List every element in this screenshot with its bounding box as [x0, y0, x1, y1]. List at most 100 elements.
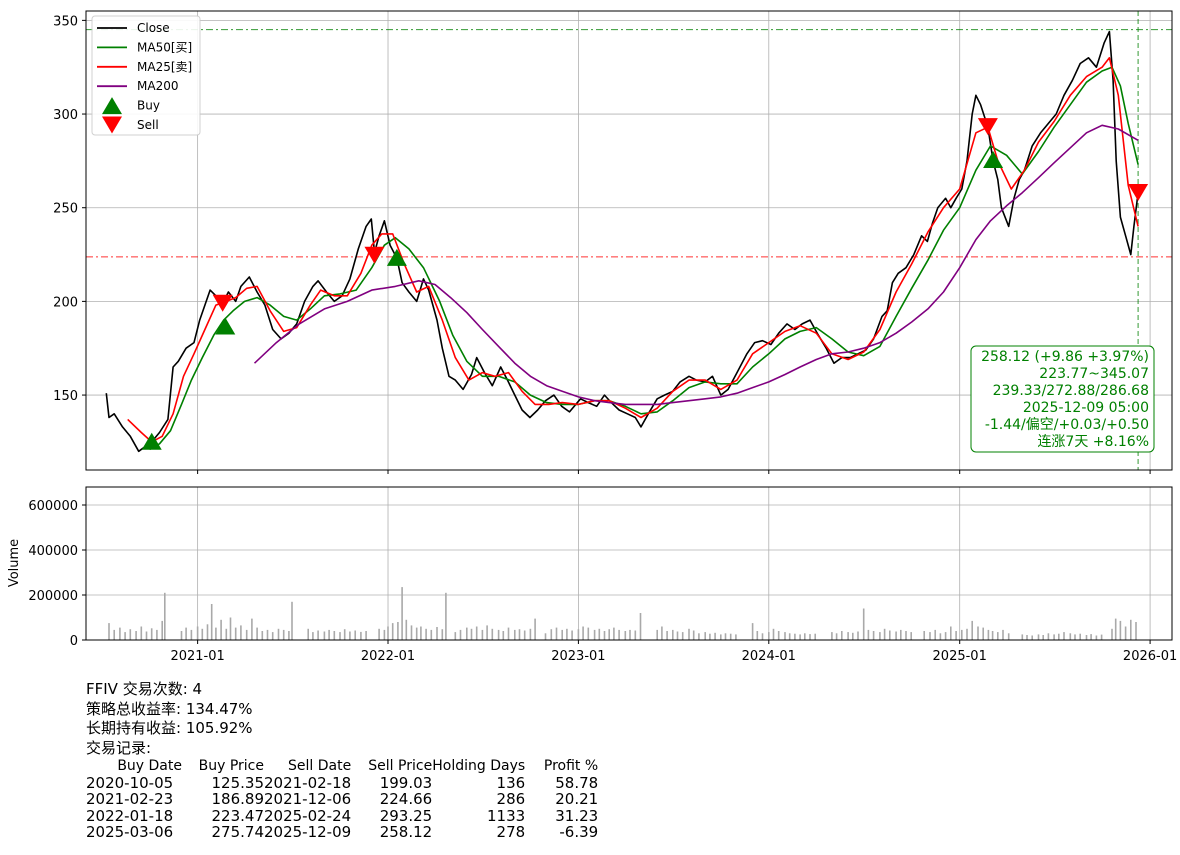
volume-bar	[639, 613, 642, 640]
trade-holding-days: 286	[496, 790, 526, 808]
volume-bar	[814, 633, 816, 640]
col-profit: Profit %	[543, 758, 599, 774]
volume-panel: 0 200000 400000 600000 2021-01 2022-01 2023-0…	[7, 486, 1177, 664]
volume-bar	[145, 631, 148, 640]
volume-bar	[410, 625, 413, 640]
volume-bar	[190, 629, 193, 640]
col-sell-price: Sell Price	[368, 758, 433, 774]
volume-y-axis: 0 200000 400000 600000	[28, 499, 86, 649]
volume-tick-label-y: 600000	[28, 499, 78, 514]
volume-bar	[291, 601, 293, 640]
volume-bar	[518, 629, 521, 640]
volume-bar	[430, 629, 433, 640]
volume-bar	[459, 629, 462, 640]
volume-bar	[119, 627, 121, 640]
volume-bar	[923, 631, 925, 640]
volume-tick-label-x: 2024-01	[742, 649, 796, 664]
volume-bar	[804, 633, 806, 640]
volume-bar	[841, 631, 843, 640]
volume-bar	[929, 632, 931, 640]
volume-bar	[1063, 632, 1065, 640]
volume-bar	[502, 631, 505, 640]
volume-bar	[150, 628, 153, 640]
volume-bar	[714, 632, 716, 640]
volume-bar	[934, 629, 936, 640]
sell-marker	[212, 294, 233, 312]
volume-bar	[950, 626, 952, 640]
info-box-frame	[970, 345, 1155, 453]
volume-bar	[698, 633, 700, 640]
volume-bar	[420, 626, 422, 640]
trade-sell-price: 224.66	[379, 790, 433, 808]
volume-grid	[86, 487, 1172, 641]
volume-bar	[862, 608, 865, 640]
volume-bar	[1002, 629, 1004, 640]
volume-bar	[1069, 633, 1072, 640]
sell-marker	[364, 246, 385, 264]
volume-bar	[234, 627, 237, 640]
volume-bar	[497, 629, 500, 640]
volume-bar	[895, 631, 897, 640]
buy-marker	[983, 150, 1004, 168]
volume-bar	[215, 627, 217, 640]
volume-bar	[391, 623, 394, 640]
volume-bar	[661, 626, 663, 640]
volume-bar	[603, 631, 606, 640]
volume-bar	[486, 625, 488, 640]
sell-marker	[977, 118, 998, 136]
volume-bar	[365, 631, 367, 640]
volume-bar	[1021, 634, 1024, 640]
volume-bar	[180, 631, 183, 640]
trade-table: Buy Date Buy Price Sell Date Sell Price …	[86, 758, 598, 841]
volume-bar	[196, 626, 199, 640]
legend-label: MA200	[137, 79, 178, 93]
volume-bar	[185, 627, 187, 640]
volume-bar	[966, 628, 968, 640]
trade-sell-date: 2021-02-18	[264, 773, 352, 792]
volume-bar	[955, 631, 957, 640]
col-buy-date: Buy Date	[117, 758, 182, 774]
volume-bar	[397, 622, 399, 640]
volume-bar	[598, 628, 601, 640]
volume-bar	[566, 628, 568, 640]
volume-bar	[383, 629, 386, 640]
volume-bar	[405, 619, 408, 640]
volume-bar	[328, 629, 330, 640]
info-box: 258.12 (+9.86 +3.97%) 223.77~345.07 239.…	[970, 345, 1155, 453]
trade-profit: -6.39	[559, 823, 599, 841]
volume-bar	[788, 633, 791, 640]
volume-bar	[354, 630, 356, 640]
legend-label: Sell	[137, 118, 159, 132]
trade-buy-date: 2025-03-06	[86, 823, 174, 841]
trade-holding-days: 1133	[487, 806, 526, 825]
volume-bar	[1058, 633, 1060, 640]
volume-bar	[857, 631, 859, 640]
buy-marker	[386, 248, 407, 266]
volume-bar	[523, 630, 526, 640]
volume-bar	[108, 623, 110, 640]
volume-bar	[277, 628, 280, 640]
volume-bar	[835, 633, 838, 640]
chart-figure: 150 200 250 300 350 Close MA50[买] MA25[卖] MA200…	[7, 10, 1177, 664]
close-line	[105, 30, 1139, 453]
legend-marker	[102, 116, 122, 134]
info-price-range: 223.77~345.07	[1039, 366, 1149, 382]
volume-bar	[809, 634, 811, 640]
volume-bar	[1037, 634, 1040, 640]
volume-bar	[1130, 619, 1132, 640]
volume-bar	[401, 587, 403, 640]
volume-tick-label-y: 0	[70, 634, 78, 649]
volume-bar	[378, 628, 380, 640]
col-holding-days: Holding Days	[432, 758, 526, 774]
trade-buy-price: 125.35	[211, 773, 265, 792]
volume-tick-label-x: 2023-01	[551, 649, 605, 664]
info-streak: 连涨7天 +8.16%	[1037, 434, 1149, 450]
price-tick-label-y: 300	[53, 108, 78, 123]
volume-bar	[161, 620, 163, 640]
volume-bar	[720, 634, 722, 640]
price-x-axis	[197, 470, 1151, 474]
trade-buy-date: 2022-01-18	[86, 806, 174, 825]
volume-bar	[587, 627, 590, 640]
trade-row: 2022-01-18 223.47 2025-02-24 293.25 1133…	[86, 806, 598, 825]
volume-bar	[229, 617, 232, 640]
